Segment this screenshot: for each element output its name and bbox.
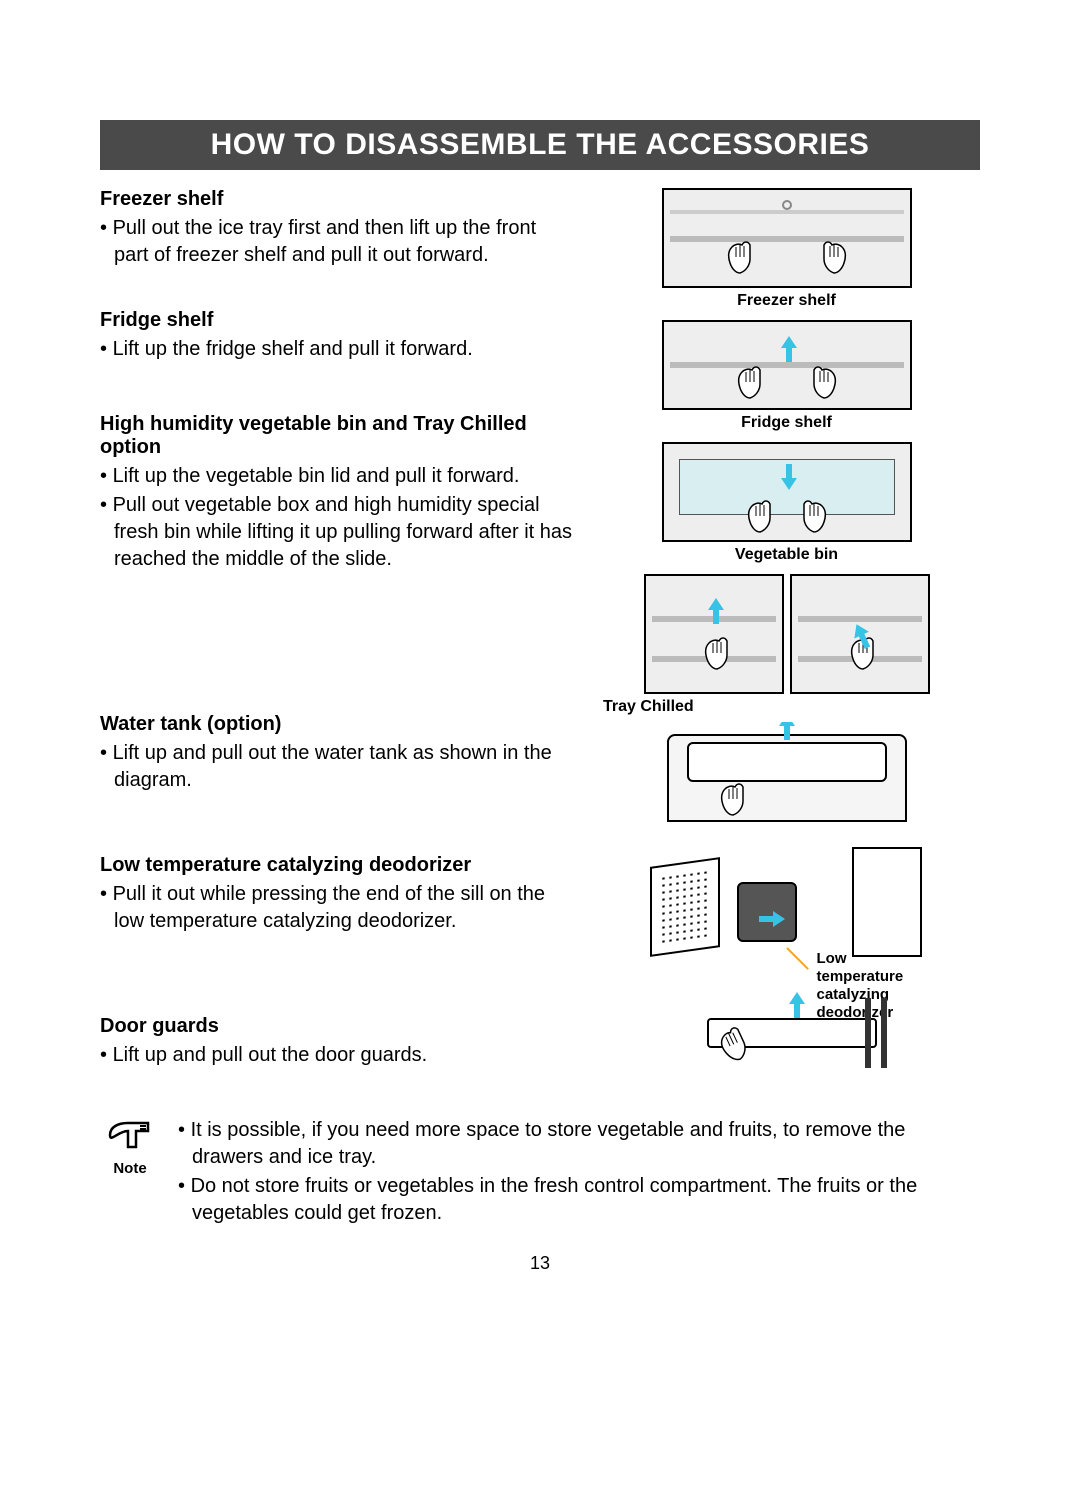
section-freezer: Freezer shelf Pull out the ice tray firs…	[100, 188, 573, 269]
figure-door-guards	[677, 988, 897, 1078]
note-block: Note It is possible, if you need more sp…	[100, 1117, 980, 1229]
bullet-text: Lift up the vegetable bin lid and pull i…	[100, 463, 573, 490]
section-title: Door guards	[100, 1015, 573, 1038]
bullet-text: Pull it out while pressing the end of th…	[100, 881, 573, 935]
section-title: Low temperature catalyzing deodorizer	[100, 854, 573, 877]
section-deodorizer: Low temperature catalyzing deodorizer Pu…	[100, 854, 573, 935]
figure-tray-chilled	[644, 574, 930, 694]
section-fridge: Fridge shelf Lift up the fridge shelf an…	[100, 309, 573, 363]
section-title: High humidity vegetable bin and Tray Chi…	[100, 413, 573, 459]
figure-label: Fridge shelf	[741, 414, 832, 432]
bullet-text: Lift up and pull out the door guards.	[100, 1042, 573, 1069]
figure-label: Freezer shelf	[737, 292, 836, 310]
section-vegetable-bin: High humidity vegetable bin and Tray Chi…	[100, 413, 573, 573]
figure-vegetable-bin	[662, 442, 912, 542]
bullet-text: Lift up the fridge shelf and pull it for…	[100, 336, 573, 363]
figure-water-tank	[657, 722, 917, 832]
bullet-text: Lift up and pull out the water tank as s…	[100, 740, 573, 794]
figures-column: Freezer shelf Fridge shelf Vegetable bin	[593, 188, 980, 1097]
section-title: Water tank (option)	[100, 713, 573, 736]
bullet-text: Pull out vegetable box and high humidity…	[100, 492, 573, 573]
figure-label: Tray Chilled	[603, 698, 694, 716]
page-number: 13	[100, 1253, 980, 1274]
note-bullet: It is possible, if you need more space t…	[178, 1117, 980, 1171]
figure-deodorizer: Low temperature catalyzing deodorizer	[642, 842, 932, 982]
figure-label: Vegetable bin	[735, 546, 838, 564]
note-bullet: Do not store fruits or vegetables in the…	[178, 1173, 980, 1227]
section-door-guards: Door guards Lift up and pull out the doo…	[100, 1015, 573, 1069]
note-text: It is possible, if you need more space t…	[178, 1117, 980, 1229]
page-title: HOW TO DISASSEMBLE THE ACCESSORIES	[100, 120, 980, 170]
section-title: Fridge shelf	[100, 309, 573, 332]
figure-freezer-shelf	[662, 188, 912, 288]
instructions-column: Freezer shelf Pull out the ice tray firs…	[100, 188, 573, 1097]
section-water-tank: Water tank (option) Lift up and pull out…	[100, 713, 573, 794]
bullet-text: Pull out the ice tray first and then lif…	[100, 215, 573, 269]
figure-fridge-shelf	[662, 320, 912, 410]
note-icon: Note	[100, 1117, 160, 1177]
note-label: Note	[100, 1160, 160, 1177]
section-title: Freezer shelf	[100, 188, 573, 211]
content-area: Freezer shelf Pull out the ice tray firs…	[100, 188, 980, 1097]
